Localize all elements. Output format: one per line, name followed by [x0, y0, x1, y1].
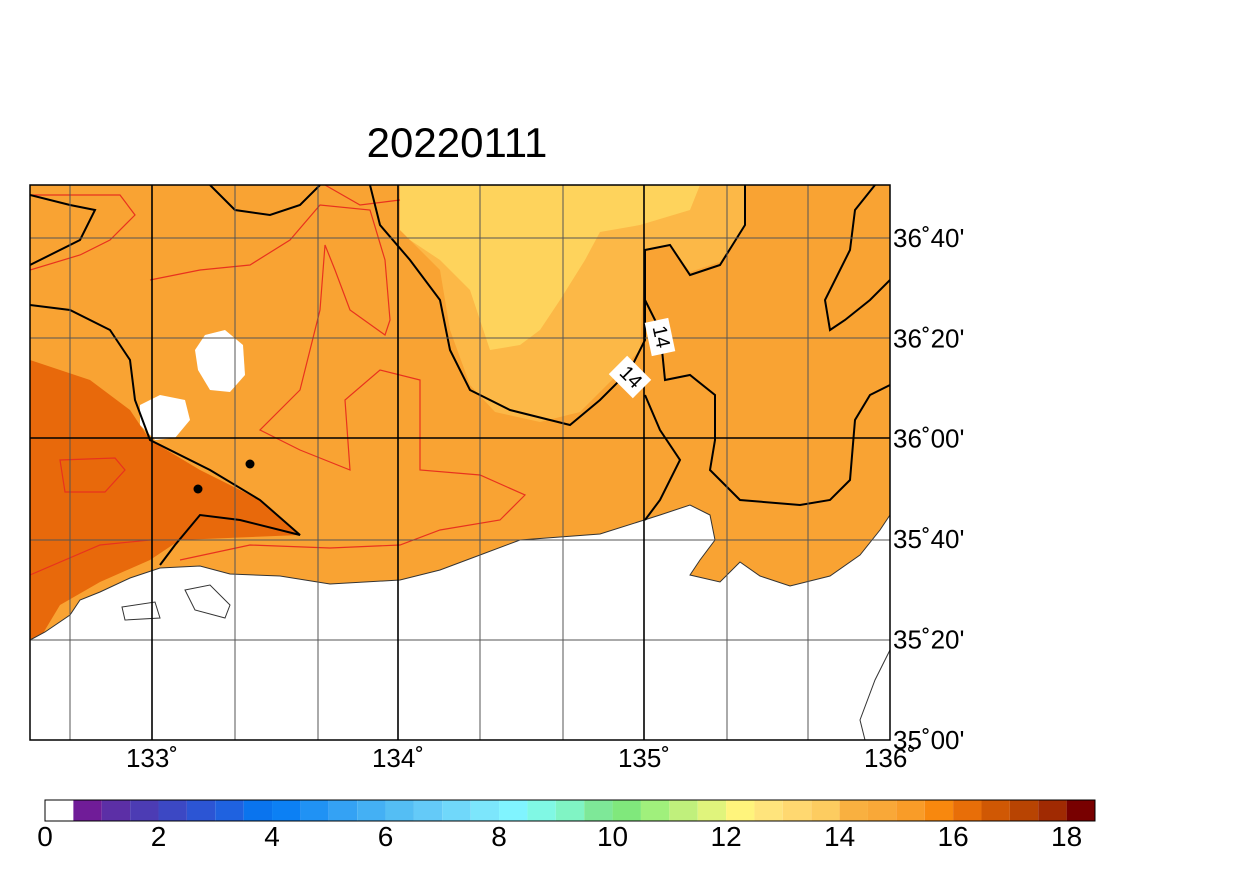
lat-label: 36˚40' — [893, 223, 964, 253]
colorbar-swatch — [669, 800, 698, 821]
colorbar-swatch — [953, 800, 982, 821]
land — [30, 504, 890, 740]
colorbar-label: 6 — [378, 821, 394, 852]
colorbar-label: 12 — [711, 821, 742, 852]
colorbar-swatch — [697, 800, 727, 821]
colorbar-swatch — [584, 800, 613, 821]
lat-label: 36˚20' — [893, 323, 964, 353]
colorbar-swatch — [1066, 800, 1095, 821]
map-area: 14 14 — [30, 185, 890, 740]
colorbar-swatch — [1009, 800, 1039, 821]
band-dark — [30, 360, 300, 655]
colorbar-swatch — [499, 800, 528, 821]
colorbar-swatch — [300, 800, 329, 821]
colorbar-swatch — [1038, 800, 1067, 821]
colorbar-swatch — [924, 800, 954, 821]
island — [121, 601, 161, 621]
colorbar-swatch — [158, 800, 187, 821]
grid-major — [30, 185, 890, 740]
colorbar-swatch — [981, 800, 1010, 821]
station — [193, 484, 203, 494]
colorbar-label: 10 — [597, 821, 628, 852]
colorbar-swatch — [45, 800, 74, 821]
lat-label: 36˚00' — [893, 424, 964, 454]
lat-label: 35˚40' — [893, 524, 964, 554]
colorbar-swatch — [640, 800, 670, 821]
station — [245, 459, 255, 469]
colorbar-swatch — [612, 800, 641, 821]
band-yellow — [400, 185, 700, 350]
lon-label: 136˚ — [864, 743, 916, 773]
colorbar-label: 4 — [264, 821, 280, 852]
colorbar-swatch — [754, 800, 783, 821]
colorbar-swatch — [470, 800, 500, 821]
colorbar-swatch — [385, 800, 414, 821]
grid-minor — [30, 185, 890, 740]
lon-label: 134˚ — [372, 743, 424, 773]
lat-label: 35˚20' — [893, 624, 964, 654]
colorbar-swatch — [839, 800, 868, 821]
contour-label: 14 — [648, 324, 674, 350]
contour-label-box — [608, 317, 676, 399]
island — [184, 584, 231, 619]
colorbar-swatch — [101, 800, 131, 821]
colorbar-swatch — [130, 800, 159, 821]
lon-label: 135˚ — [618, 743, 670, 773]
lat-label: 35˚00' — [893, 725, 964, 755]
colorbar-swatch — [186, 800, 216, 821]
colorbar-swatch — [328, 800, 358, 821]
colorbar-swatch — [527, 800, 556, 821]
black-contours — [30, 185, 890, 566]
colorbar-label: 0 — [37, 821, 53, 852]
colorbar-label: 16 — [938, 821, 969, 852]
colorbar-frame — [44, 799, 1096, 822]
colorbar-swatch — [442, 800, 471, 821]
colorbar-swatch — [726, 800, 755, 821]
island — [195, 330, 245, 392]
colorbar-label: 18 — [1051, 821, 1082, 852]
colorbar-label: 2 — [151, 821, 167, 852]
map-frame — [29, 184, 891, 741]
colorbar-swatch — [243, 800, 273, 821]
colorbar-swatch — [272, 800, 301, 821]
colorbar-swatch — [811, 800, 840, 821]
coastline — [859, 649, 890, 740]
title: 20220111 — [367, 119, 548, 166]
colorbar-swatch — [73, 800, 102, 821]
colorbar-label: 14 — [824, 821, 855, 852]
lon-label: 133˚ — [126, 743, 178, 773]
colorbar-swatch — [867, 800, 897, 821]
colorbar-label: 8 — [491, 821, 507, 852]
colorbar-swatch — [413, 800, 443, 821]
colorbar-swatch — [896, 800, 925, 821]
colorbar-swatch — [782, 800, 812, 821]
colorbar-swatch — [357, 800, 386, 821]
colorbar-swatch — [215, 800, 244, 821]
colorbar-swatch — [555, 800, 585, 821]
